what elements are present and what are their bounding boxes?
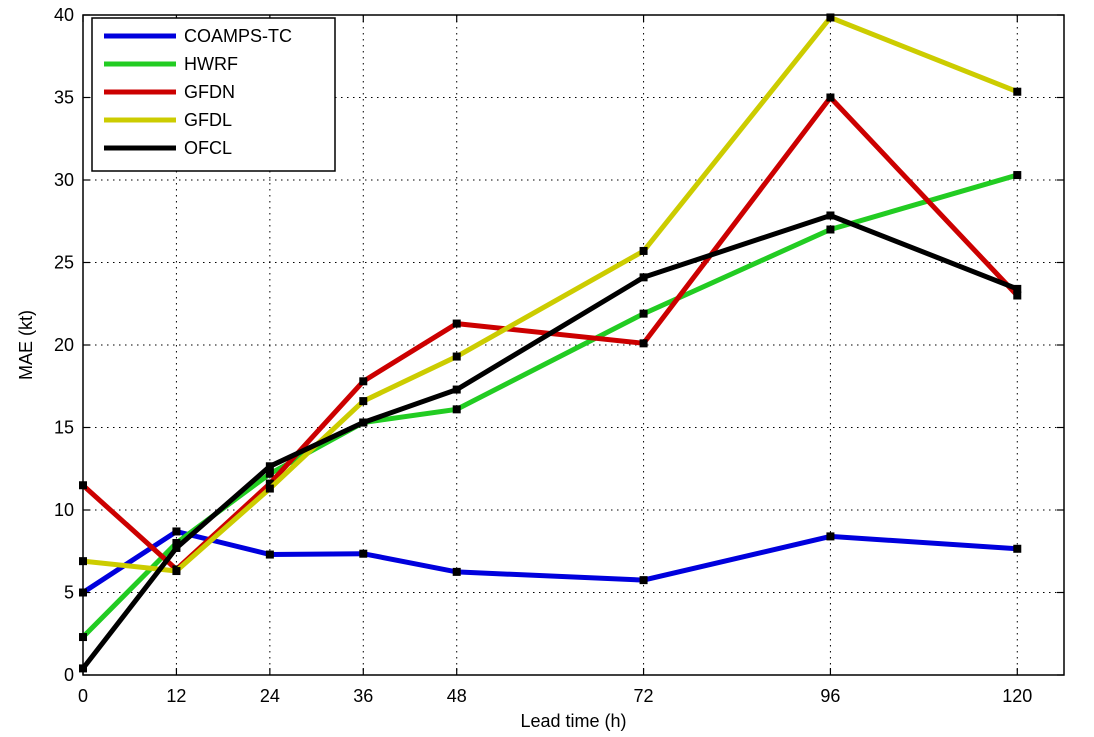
- legend-item-hwrf: HWRF: [104, 54, 238, 74]
- data-point-gfdn: [639, 339, 648, 348]
- data-point-gfdl: [1013, 87, 1022, 96]
- data-point-hwrf: [265, 469, 274, 478]
- x-tick-label: 48: [447, 686, 467, 706]
- data-point-gfdn: [359, 377, 368, 386]
- x-tick-label: 120: [1002, 686, 1032, 706]
- x-tick-label: 72: [634, 686, 654, 706]
- data-point-ofcl: [172, 543, 181, 552]
- series-line-ofcl: [81, 212, 1019, 670]
- axis-ticks: 0 12 24 36 48 72 96 120 0 5 10 15 20 25 30 35 40: [54, 5, 1064, 706]
- data-point-coamps-tc: [826, 532, 835, 541]
- x-tick-label: 0: [78, 686, 88, 706]
- data-point-gfdl: [359, 397, 368, 406]
- x-axis-label: Lead time (h): [520, 711, 626, 731]
- legend-item-gfdl: GFDL: [104, 110, 232, 130]
- y-tick-label: 5: [64, 583, 74, 603]
- legend-label: GFDN: [184, 82, 235, 102]
- y-tick-label: 25: [54, 253, 74, 273]
- y-tick-label: 40: [54, 5, 74, 25]
- data-point-gfdl: [172, 567, 181, 576]
- x-tick-label: 96: [820, 686, 840, 706]
- data-point-hwrf: [639, 309, 648, 318]
- x-tick-label: 12: [166, 686, 186, 706]
- x-tick-label: 24: [260, 686, 280, 706]
- legend-item-coamps-tc: COAMPS-TC: [104, 26, 292, 46]
- y-tick-label: 0: [64, 665, 74, 685]
- legend-label: GFDL: [184, 110, 232, 130]
- data-point-gfdl: [265, 484, 274, 493]
- data-point-ofcl: [1013, 284, 1022, 293]
- series-line-gfdl: [82, 14, 1019, 574]
- data-point-hwrf: [172, 539, 181, 547]
- data-point-gfdn: [265, 479, 274, 488]
- legend-label: OFCL: [184, 138, 232, 158]
- y-tick-label: 30: [54, 170, 74, 190]
- y-tick-label: 10: [54, 500, 74, 520]
- series-layer: [79, 13, 1022, 673]
- y-tick-label: 35: [54, 88, 74, 108]
- data-point-ofcl: [359, 418, 368, 427]
- legend-label: COAMPS-TC: [184, 26, 292, 46]
- data-point-coamps-tc: [639, 576, 648, 585]
- data-point-gfdn: [826, 93, 835, 102]
- legend-item-gfdn: GFDN: [104, 82, 235, 102]
- data-point-gfdl: [452, 352, 461, 361]
- legend-item-ofcl: OFCL: [104, 138, 232, 158]
- data-point-ofcl: [265, 462, 274, 471]
- data-point-ofcl: [826, 211, 835, 220]
- data-point-coamps-tc: [172, 527, 181, 536]
- data-point-ofcl: [452, 385, 461, 394]
- data-point-coamps-tc: [359, 549, 368, 558]
- x-tick-label: 36: [353, 686, 373, 706]
- data-point-gfdn: [1013, 291, 1022, 300]
- data-point-ofcl: [639, 273, 648, 282]
- data-point-gfdl: [639, 246, 648, 255]
- y-axis-label: MAE (kt): [16, 310, 36, 380]
- legend: COAMPS-TC HWRF GFDN GFDL OFCL: [91, 17, 336, 172]
- data-point-hwrf: [826, 225, 835, 234]
- data-point-coamps-tc: [265, 550, 274, 559]
- data-point-gfdn: [452, 319, 461, 328]
- data-point-coamps-tc: [452, 567, 461, 576]
- legend-label: HWRF: [184, 54, 238, 74]
- data-point-coamps-tc: [1013, 544, 1022, 553]
- y-tick-label: 15: [54, 418, 74, 438]
- data-point-hwrf: [1013, 171, 1022, 180]
- data-point-hwrf: [452, 405, 461, 414]
- y-tick-label: 20: [54, 335, 74, 355]
